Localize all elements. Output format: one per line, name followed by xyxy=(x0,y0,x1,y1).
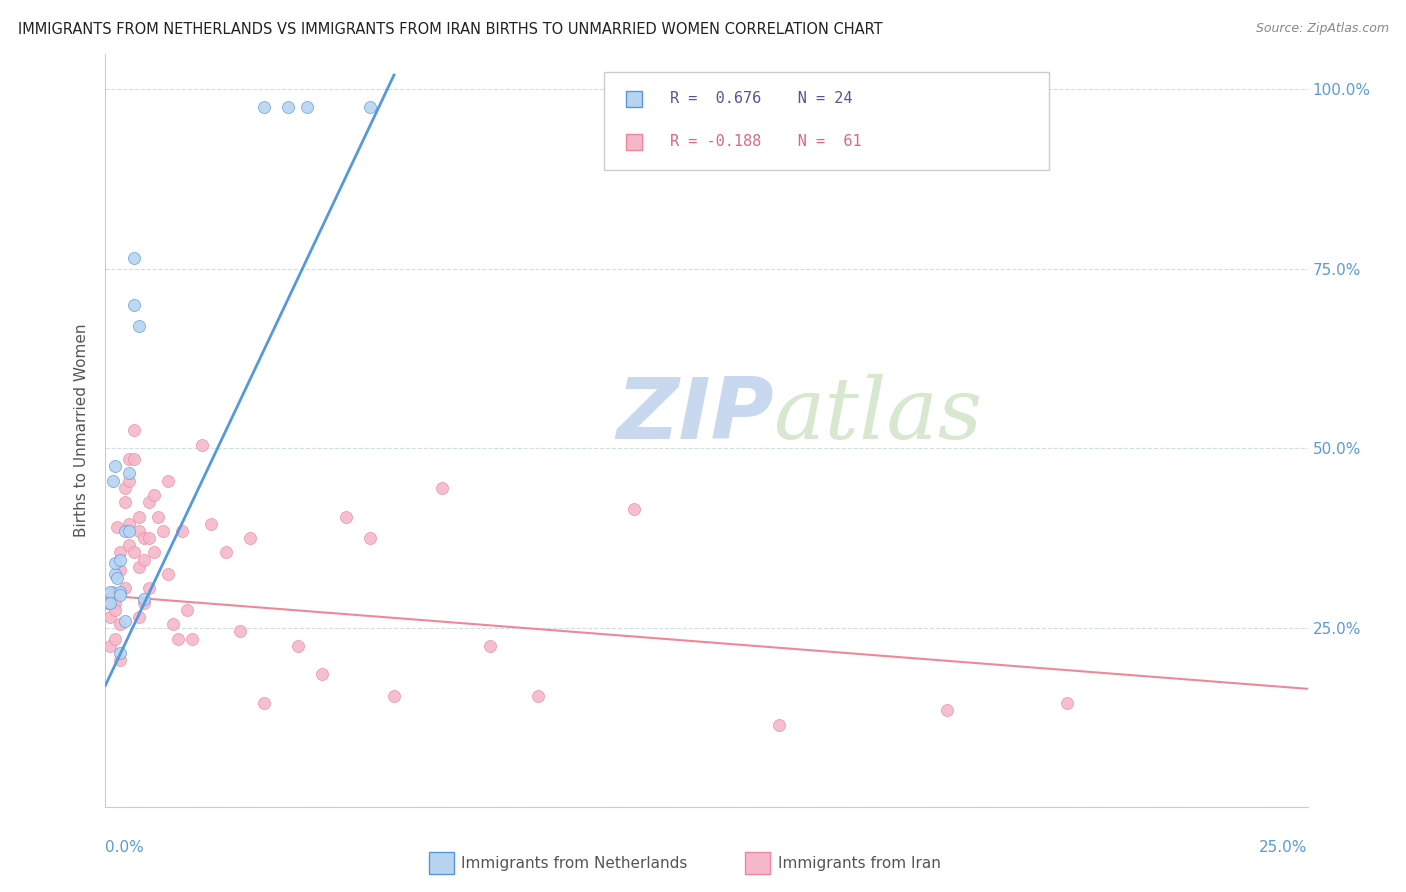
Point xyxy=(138,582,160,596)
Y-axis label: Births to Unmarried Women: Births to Unmarried Women xyxy=(75,324,90,537)
Point xyxy=(97,596,120,610)
Point xyxy=(104,596,127,610)
Point xyxy=(107,570,129,584)
Point xyxy=(138,495,160,509)
Point xyxy=(156,474,179,488)
Point xyxy=(104,566,127,581)
Text: R = -0.188    N =  61: R = -0.188 N = 61 xyxy=(671,134,862,149)
Point xyxy=(148,509,170,524)
Point xyxy=(181,632,204,646)
Text: R =  0.676    N = 24: R = 0.676 N = 24 xyxy=(671,91,853,106)
Point xyxy=(132,592,155,607)
Point xyxy=(172,524,194,538)
Point xyxy=(124,424,146,438)
Point xyxy=(108,563,131,577)
Point xyxy=(101,474,124,488)
Point xyxy=(104,603,127,617)
Point xyxy=(430,481,453,495)
Point xyxy=(214,545,236,559)
Point xyxy=(124,298,146,312)
Point xyxy=(118,474,141,488)
Point xyxy=(138,531,160,545)
Point xyxy=(114,481,136,495)
Point xyxy=(118,524,141,538)
Point xyxy=(128,524,150,538)
Point xyxy=(118,516,141,531)
Point xyxy=(142,545,165,559)
Point xyxy=(108,617,131,632)
Text: Immigrants from Iran: Immigrants from Iran xyxy=(778,856,941,871)
Point xyxy=(936,703,959,717)
Point xyxy=(359,531,381,545)
Point xyxy=(104,459,127,474)
Point xyxy=(124,452,146,467)
Point xyxy=(132,531,155,545)
Point xyxy=(118,452,141,467)
Text: Source: ZipAtlas.com: Source: ZipAtlas.com xyxy=(1256,22,1389,36)
Point xyxy=(118,467,141,481)
Point xyxy=(128,319,150,334)
Point xyxy=(297,100,319,114)
Point xyxy=(527,689,550,703)
Point xyxy=(311,667,333,681)
Point xyxy=(124,545,146,559)
Text: 25.0%: 25.0% xyxy=(1260,840,1308,855)
Text: atlas: atlas xyxy=(773,374,981,457)
Point xyxy=(118,538,141,552)
Point xyxy=(162,617,184,632)
Point xyxy=(98,585,121,599)
Point xyxy=(114,524,136,538)
Point xyxy=(104,632,127,646)
Point xyxy=(114,582,136,596)
Point xyxy=(190,438,212,452)
Point xyxy=(114,495,136,509)
Point xyxy=(97,592,120,607)
Point xyxy=(108,545,131,559)
Point xyxy=(128,559,150,574)
Point xyxy=(359,100,381,114)
Point xyxy=(1056,696,1078,710)
Point xyxy=(132,552,155,566)
Point xyxy=(335,509,357,524)
Point xyxy=(287,639,309,653)
Point xyxy=(108,653,131,667)
Point xyxy=(200,516,222,531)
Text: ZIP: ZIP xyxy=(616,374,773,457)
Point xyxy=(768,717,790,731)
Point xyxy=(98,596,121,610)
Point xyxy=(253,696,276,710)
Point xyxy=(108,646,131,660)
Point xyxy=(108,589,131,603)
Point xyxy=(166,632,188,646)
Point xyxy=(114,614,136,628)
FancyBboxPatch shape xyxy=(605,72,1049,170)
Point xyxy=(623,502,645,516)
Point xyxy=(108,552,131,566)
Point xyxy=(253,100,276,114)
Point xyxy=(98,610,121,624)
Point xyxy=(104,556,127,570)
Text: Immigrants from Netherlands: Immigrants from Netherlands xyxy=(461,856,688,871)
Point xyxy=(239,531,262,545)
Point xyxy=(229,624,252,639)
Point xyxy=(108,585,131,599)
Point xyxy=(479,639,502,653)
Point xyxy=(132,596,155,610)
Point xyxy=(156,566,179,581)
Point xyxy=(176,603,198,617)
Point xyxy=(101,585,124,599)
Point xyxy=(107,520,129,534)
Point xyxy=(277,100,299,114)
Point xyxy=(142,488,165,502)
Text: 0.0%: 0.0% xyxy=(105,840,145,855)
Point xyxy=(382,689,405,703)
Point xyxy=(128,509,150,524)
Point xyxy=(152,524,174,538)
Point xyxy=(124,251,146,265)
Point xyxy=(98,639,121,653)
Point xyxy=(128,610,150,624)
Text: IMMIGRANTS FROM NETHERLANDS VS IMMIGRANTS FROM IRAN BIRTHS TO UNMARRIED WOMEN CO: IMMIGRANTS FROM NETHERLANDS VS IMMIGRANT… xyxy=(18,22,883,37)
